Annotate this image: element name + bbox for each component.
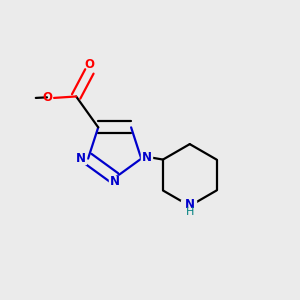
Text: O: O <box>43 91 52 103</box>
Text: O: O <box>85 58 95 71</box>
Bar <box>75 153 86 164</box>
Text: N: N <box>185 198 195 211</box>
Text: N: N <box>110 175 120 188</box>
Bar <box>181 200 196 215</box>
Text: N: N <box>76 152 86 165</box>
Text: N: N <box>142 151 152 164</box>
Text: H: H <box>186 207 194 218</box>
Bar <box>109 176 120 187</box>
Bar <box>141 152 152 163</box>
